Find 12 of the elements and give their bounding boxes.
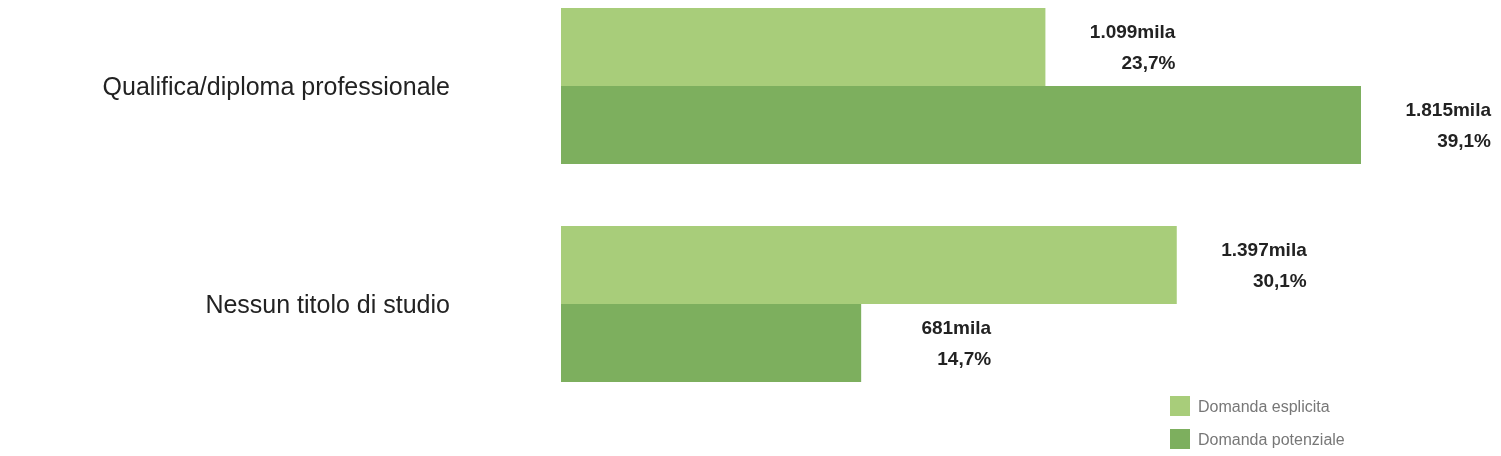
bar xyxy=(561,86,1361,164)
data-label: 1.815mila 39,1% xyxy=(1405,99,1492,151)
legend-label: Domanda esplicita xyxy=(1198,398,1330,415)
data-label: 1.397mila 30,1% xyxy=(1221,239,1308,291)
y-tick-label: Nessun titolo di studio xyxy=(205,290,450,318)
data-label: 1.099mila 23,7% xyxy=(1089,21,1176,73)
legend-label: Domanda potenziale xyxy=(1198,431,1345,448)
bar xyxy=(561,304,862,382)
bar xyxy=(561,8,1046,86)
data-label: 681mila 14,7% xyxy=(921,317,992,369)
bar xyxy=(561,226,1177,304)
y-tick-label: Qualifica/diploma professionale xyxy=(102,72,450,100)
